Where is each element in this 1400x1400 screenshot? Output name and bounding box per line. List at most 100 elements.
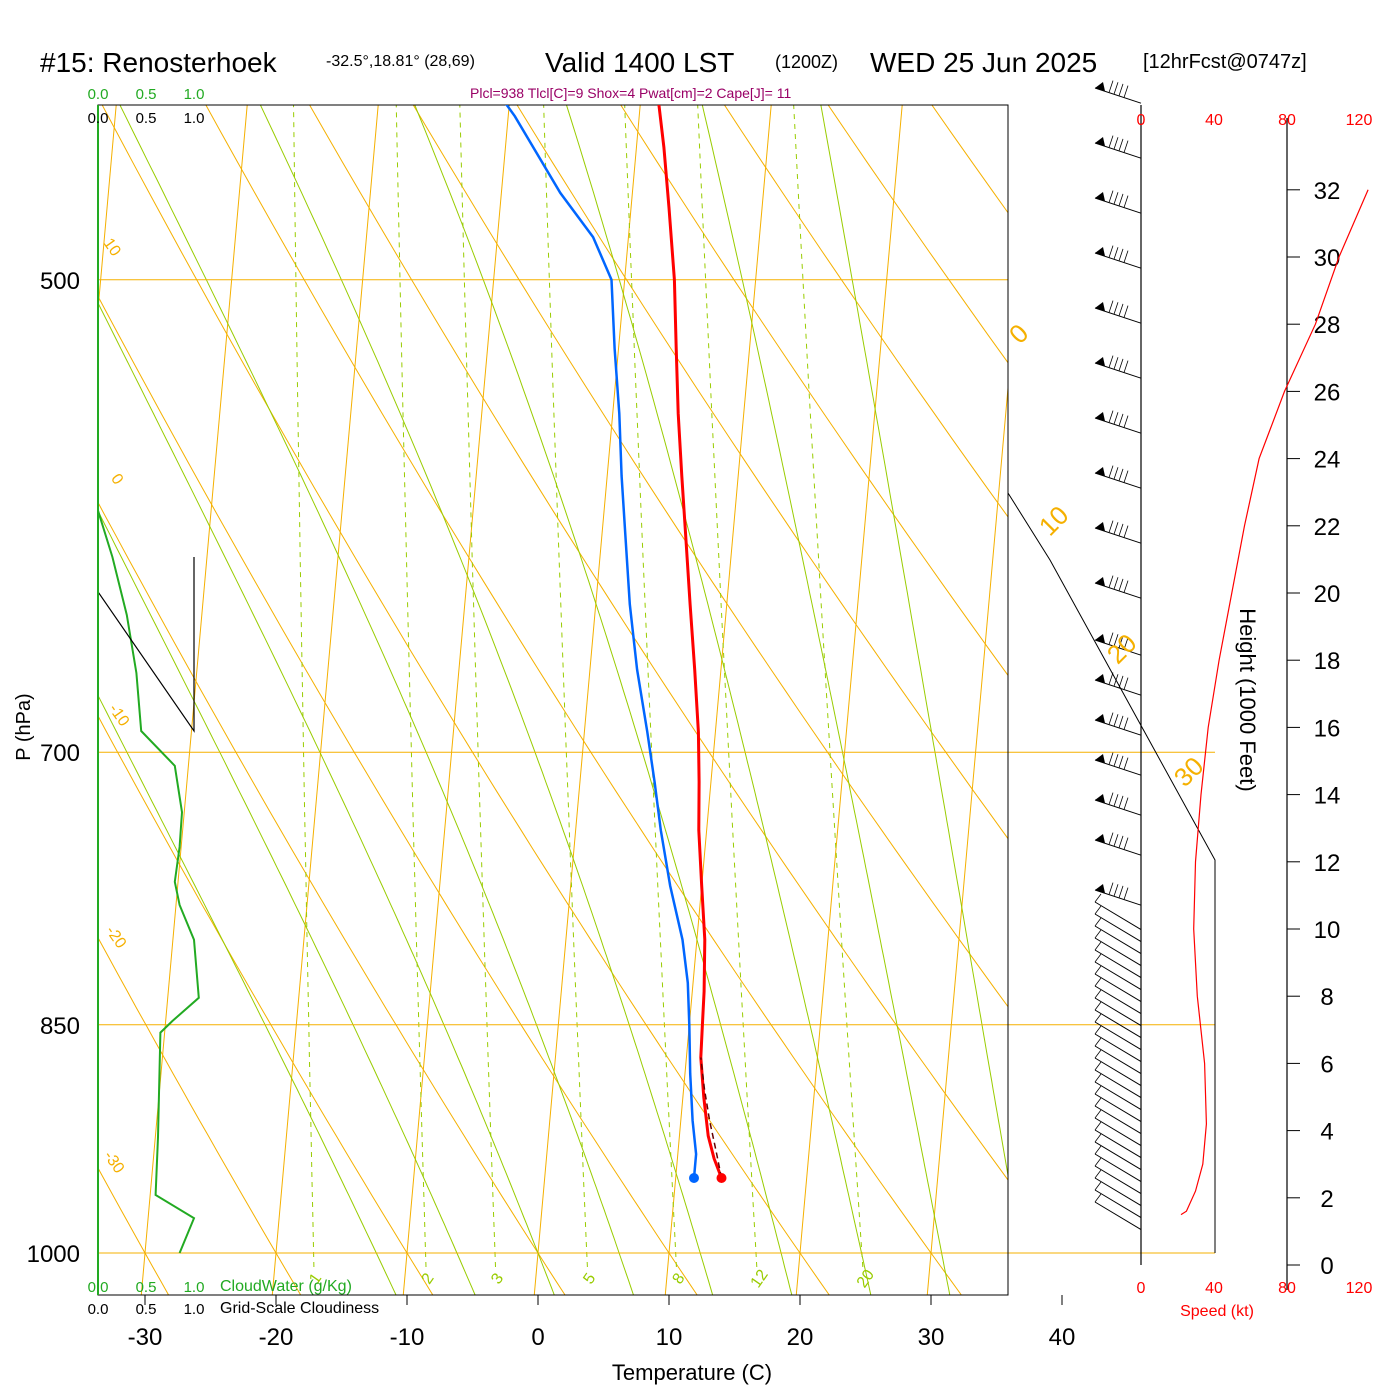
wind-barb-flag bbox=[1094, 1145, 1102, 1155]
wind-barb-flag bbox=[1113, 467, 1119, 480]
valid-date: WED 25 Jun 2025 bbox=[870, 47, 1097, 78]
wind-barb-flag bbox=[1123, 757, 1129, 770]
wind-barb-flag bbox=[1094, 893, 1102, 903]
wind-barb-flag bbox=[1123, 305, 1129, 318]
wind-barb-pennant bbox=[1095, 302, 1105, 311]
wind-barb-flag bbox=[1123, 195, 1129, 208]
wind-barb-staff bbox=[1094, 1201, 1142, 1231]
wind-barb-flag bbox=[1113, 302, 1119, 315]
wind-barb-staff bbox=[1094, 1129, 1142, 1159]
dry-adiabat-line bbox=[528, 0, 1400, 1308]
moist-adiabat-line bbox=[119, 105, 634, 1295]
temperature-tick-label: 20 bbox=[787, 1324, 814, 1351]
wind-barb bbox=[1094, 1181, 1142, 1219]
wind-barb-flag bbox=[1123, 525, 1129, 538]
moist-adiabat-line bbox=[565, 105, 872, 1295]
height-tick-label: 4 bbox=[1320, 1119, 1333, 1146]
cloudiness-scale-label: 1.0 bbox=[184, 110, 205, 127]
wind-barb-staff bbox=[1094, 679, 1142, 696]
wind-barb-staff bbox=[1094, 307, 1142, 324]
height-tick-label: 16 bbox=[1314, 715, 1341, 742]
surface-temperature-dot bbox=[716, 1173, 727, 1183]
wind-barb bbox=[1094, 917, 1142, 955]
wind-barb-pennant bbox=[1095, 137, 1105, 146]
wind-barb bbox=[1094, 882, 1142, 906]
speed-tick-label: 80 bbox=[1278, 112, 1296, 129]
wind-barb-flag bbox=[1113, 674, 1119, 687]
wind-barb-flag bbox=[1108, 792, 1114, 805]
isotherm-line bbox=[98, 105, 117, 316]
cloudiness-scale-label: 0.0 bbox=[88, 110, 109, 127]
dry-adiabat-line bbox=[205, 105, 962, 1295]
speed-tick-label: 40 bbox=[1205, 1280, 1223, 1297]
isotherm-line bbox=[533, 105, 641, 1295]
wind-barb-staff bbox=[1094, 925, 1142, 955]
cloudiness-scale-label: 1.0 bbox=[184, 1301, 205, 1318]
temperature-tick-label: -10 bbox=[390, 1324, 425, 1351]
wind-barb-flag bbox=[1118, 358, 1124, 372]
wind-barb-flag bbox=[1094, 1085, 1102, 1095]
pressure-tick-label: 700 bbox=[40, 740, 80, 767]
wind-barb bbox=[1094, 752, 1142, 776]
y-axis-label: P (hPa) bbox=[13, 693, 35, 760]
wind-barb-staff bbox=[1094, 937, 1142, 967]
temperature-tick-label: -30 bbox=[128, 1324, 163, 1351]
wind-barb-staff bbox=[1094, 1057, 1142, 1087]
wind-barb bbox=[1094, 941, 1142, 979]
height-tick-label: 24 bbox=[1314, 447, 1341, 474]
wind-barb-flag bbox=[1118, 835, 1124, 849]
temperature-line bbox=[657, 105, 723, 1179]
wind-barb bbox=[1094, 1145, 1142, 1183]
wind-barb-flag bbox=[1108, 410, 1114, 423]
wind-barb-flag bbox=[1123, 677, 1129, 690]
wind-barb bbox=[1094, 905, 1142, 943]
cloudwater-scale-label: 0.5 bbox=[136, 1279, 157, 1296]
mixing-ratio-line bbox=[624, 105, 677, 1268]
wind-barb bbox=[1094, 953, 1142, 991]
wind-barb bbox=[1094, 465, 1142, 489]
mixing-ratio-line bbox=[697, 105, 758, 1268]
mixing-ratio-label: 2 bbox=[419, 1270, 438, 1287]
wind-panel: 0246810121416182022242628303200404080801… bbox=[1007, 80, 1373, 1297]
wind-barb-flag bbox=[1123, 250, 1129, 263]
wind-barb-flag bbox=[1123, 580, 1129, 593]
wind-barb-staff bbox=[1094, 913, 1142, 943]
moist-adiabat-line bbox=[414, 105, 793, 1295]
wind-barb-staff bbox=[1094, 1141, 1142, 1171]
height-tick-label: 18 bbox=[1314, 648, 1341, 675]
wind-barb-staff bbox=[1094, 252, 1142, 269]
speed-tick-label: 120 bbox=[1346, 112, 1373, 129]
wind-barb bbox=[1094, 1121, 1142, 1159]
header: #15: Renosterhoek -32.5°,18.81° (28,69) … bbox=[40, 47, 1307, 101]
wind-barb-staff bbox=[1094, 1021, 1142, 1051]
wind-barb-pennant bbox=[1095, 834, 1105, 843]
dry-adiabat-line bbox=[309, 105, 1008, 1181]
mixing-ratio-label: 20 bbox=[854, 1267, 878, 1291]
wind-barb-staff bbox=[1094, 759, 1142, 776]
wind-barb bbox=[1094, 80, 1142, 104]
wind-barb-flag bbox=[1113, 192, 1119, 205]
wind-barb-staff bbox=[1094, 901, 1142, 931]
temperature-tick-label: 10 bbox=[656, 1324, 683, 1351]
wind-barb-staff bbox=[1094, 1009, 1142, 1039]
wind-barb-pennant bbox=[1095, 247, 1105, 256]
wind-barb bbox=[1094, 1061, 1142, 1099]
wind-barb-flag bbox=[1094, 917, 1102, 927]
dry-adiabat-line bbox=[620, 105, 1008, 677]
wind-barb bbox=[1094, 1133, 1142, 1171]
valid-time: Valid 1400 LST bbox=[545, 47, 734, 78]
wind-panel-outline bbox=[1007, 105, 1216, 1253]
wind-barb bbox=[1094, 1001, 1142, 1039]
dry-adiabat-line bbox=[98, 714, 434, 1295]
wind-barb-flag bbox=[1118, 138, 1124, 152]
wind-barb-flag bbox=[1113, 754, 1119, 767]
wind-barb bbox=[1094, 672, 1142, 696]
wind-barb-flag bbox=[1123, 470, 1129, 483]
wind-barb-pennant bbox=[1095, 467, 1105, 476]
wind-barb-flag bbox=[1118, 413, 1124, 427]
wind-barb-flag bbox=[1113, 82, 1119, 95]
cloudiness-scale-label: 0.0 bbox=[88, 1301, 109, 1318]
cloudiness-scale-label: 0.5 bbox=[136, 110, 157, 127]
cloudwater-scale-label: 1.0 bbox=[184, 86, 205, 103]
wind-barb bbox=[1094, 792, 1142, 816]
